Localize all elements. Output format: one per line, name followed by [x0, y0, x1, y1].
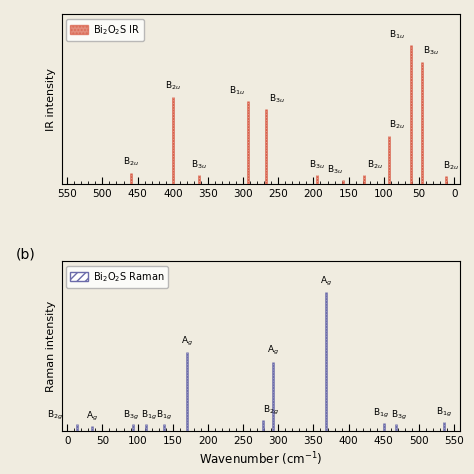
Text: B$_{2u}$: B$_{2u}$: [165, 80, 181, 92]
Text: B$_{1g}$: B$_{1g}$: [141, 409, 157, 421]
Text: B$_{1g}$: B$_{1g}$: [436, 406, 452, 419]
Text: B$_{3u}$: B$_{3u}$: [327, 164, 343, 176]
Text: B$_{3g}$: B$_{3g}$: [123, 409, 138, 421]
X-axis label: Wavenumber (cm$^{-1}$): Wavenumber (cm$^{-1}$): [199, 450, 322, 468]
Text: B$_{2u}$: B$_{2u}$: [443, 159, 459, 172]
Text: B$_{2u}$: B$_{2u}$: [367, 158, 383, 171]
Y-axis label: IR intensity: IR intensity: [46, 68, 56, 131]
Text: A$_{g}$: A$_{g}$: [86, 410, 98, 423]
Text: (b): (b): [16, 247, 36, 262]
Text: B$_{3u}$: B$_{3u}$: [191, 158, 208, 171]
Y-axis label: Raman intensity: Raman intensity: [46, 301, 56, 392]
Legend: Bi$_2$O$_2$S IR: Bi$_2$O$_2$S IR: [66, 19, 144, 41]
Text: B$_{3u}$: B$_{3u}$: [309, 158, 325, 171]
Text: B$_{1u}$: B$_{1u}$: [389, 28, 405, 41]
Text: B$_{2u}$: B$_{2u}$: [123, 155, 138, 168]
Legend: Bi$_2$O$_2$S Raman: Bi$_2$O$_2$S Raman: [66, 266, 168, 288]
Text: B$_{2g}$: B$_{2g}$: [263, 404, 279, 418]
Text: B$_{1u}$: B$_{1u}$: [229, 84, 245, 97]
Text: B$_{1g}$: B$_{1g}$: [156, 409, 173, 421]
Text: B$_{2g}$: B$_{2g}$: [47, 409, 63, 421]
Text: B$_{3g}$: B$_{3g}$: [391, 409, 407, 421]
Text: B$_{3u}$: B$_{3u}$: [269, 92, 285, 105]
Text: B$_{2u}$: B$_{2u}$: [389, 119, 405, 131]
Text: A$_{g}$: A$_{g}$: [181, 335, 193, 347]
Text: A$_{g}$: A$_{g}$: [320, 274, 332, 288]
Text: A$_{g}$: A$_{g}$: [267, 344, 279, 357]
Text: B$_{3u}$: B$_{3u}$: [423, 45, 439, 57]
Text: B$_{1g}$: B$_{1g}$: [373, 407, 389, 420]
